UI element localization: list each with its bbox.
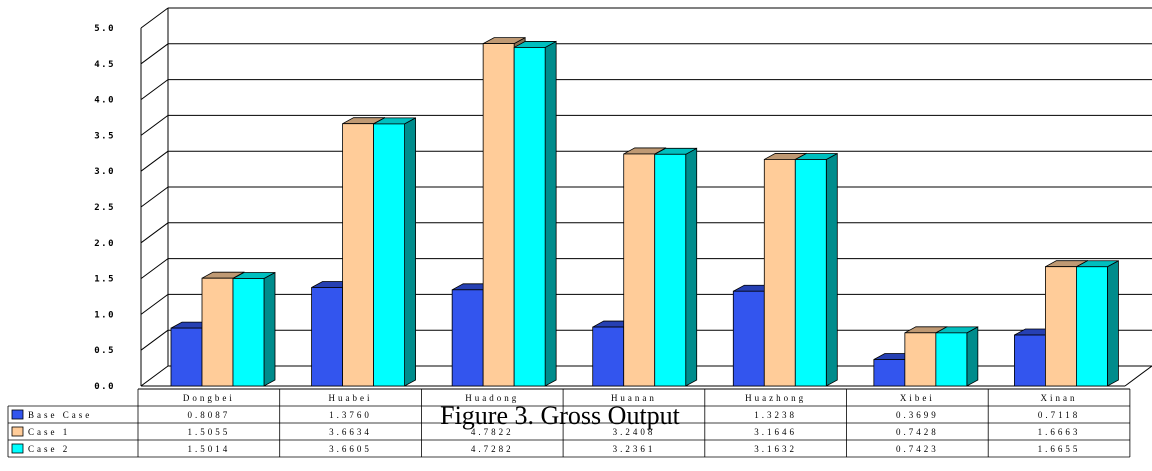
table-cell: 1.3238 (754, 410, 797, 420)
gridline-diagonal (140, 186, 169, 208)
bar-side (966, 326, 979, 387)
bar-side (825, 152, 838, 387)
bar-side (544, 40, 557, 387)
bar-front (763, 159, 796, 387)
table-cell: 1.3760 (329, 410, 372, 420)
y-tick-label: 5.0 (94, 24, 115, 34)
y-tick-label: 1.0 (94, 310, 115, 320)
bar-side (263, 271, 276, 387)
table-cell: 0.7118 (1038, 410, 1080, 420)
bar-front (904, 332, 937, 387)
table-cell: 0.8087 (187, 410, 230, 420)
table-cell: 1.6655 (1038, 444, 1081, 454)
bar-front (935, 332, 968, 387)
x-tick-label: Xibei (900, 393, 935, 403)
bar-front (1076, 266, 1108, 387)
x-tick-label: Xinan (1041, 393, 1078, 403)
y-tick-label: 2.5 (94, 203, 115, 213)
bar-front (623, 153, 656, 387)
y-tick-label: 4.5 (94, 60, 115, 70)
gridline-diagonal (140, 365, 169, 387)
table-cell: 1.5055 (187, 427, 230, 437)
gridline-diagonal (140, 43, 169, 65)
table-cell: 1.6663 (1038, 427, 1081, 437)
legend-label: Case 2 (28, 444, 70, 454)
table-cell: 3.1646 (754, 427, 797, 437)
table-cell: 3.6605 (329, 444, 372, 454)
bar-front (482, 43, 515, 387)
bar-side (404, 117, 416, 387)
bar (1076, 260, 1119, 387)
table-cell: 3.1632 (754, 444, 797, 454)
bar-front (451, 289, 484, 387)
table-cell: 1.5014 (187, 444, 230, 454)
bar (794, 152, 838, 387)
table-cell: 0.7423 (896, 444, 939, 454)
x-tick-label: Huadong (465, 393, 519, 403)
y-tick-label: 0.5 (94, 346, 115, 356)
y-tick-label: 2.0 (94, 239, 115, 249)
gridline-diagonal (140, 222, 169, 244)
bar-front (170, 327, 203, 387)
data-table: Dongbei Huabei Huadong Huanan Huazhong Xibei X… (7, 388, 1131, 458)
bar-front (592, 326, 625, 387)
x-tick-label: Huabei (329, 393, 373, 403)
gridline-diagonal (140, 258, 169, 280)
y-tick-label: 0.0 (94, 382, 115, 392)
bar-front (513, 47, 546, 387)
table-cell: 0.3699 (896, 410, 939, 420)
y-tick-label: 1.5 (94, 275, 115, 285)
gridline-diagonal (140, 79, 169, 101)
bar-front (1014, 334, 1046, 387)
floor-right-edge (1124, 365, 1152, 387)
y-tick-labels: 0.0 0.5 1.0 1.5 2.0 2.5 3.0 3.5 4.0 4.5 5.0 (94, 24, 115, 392)
chart-title: Figure 3. Gross Output (440, 401, 681, 430)
bar (232, 271, 276, 387)
x-tick-label: Huanan (611, 393, 657, 403)
bar-front (201, 277, 234, 387)
table-cell: 4.7282 (471, 444, 514, 454)
legend-swatch (11, 426, 24, 437)
bars (170, 36, 1119, 387)
bar (935, 326, 979, 387)
legend-swatch (11, 409, 24, 420)
bar-front (373, 123, 405, 387)
bar-front (232, 278, 265, 387)
bar-side (1107, 260, 1119, 387)
table-cell: 3.2361 (613, 444, 656, 454)
bar-front (654, 153, 687, 387)
table-cell: 0.7428 (896, 427, 939, 437)
gridline-diagonal (140, 114, 169, 136)
gridline-diagonal (140, 7, 169, 29)
bar-front (342, 123, 374, 387)
bar-front (311, 287, 343, 387)
bar (513, 40, 557, 387)
y-tick-label: 4.0 (94, 96, 115, 106)
bar-front (794, 159, 827, 387)
table-cell: 3.2408 (613, 427, 656, 437)
bar-front (873, 359, 906, 387)
legend-label: Base Case (28, 410, 92, 420)
bar (373, 117, 416, 387)
bar-front (732, 290, 765, 387)
x-tick-label: Dongbei (183, 393, 235, 403)
table-cell: 4.7822 (471, 427, 514, 437)
gridline-diagonal (140, 329, 169, 351)
y-tick-label: 3.0 (94, 167, 115, 177)
gridline-diagonal (140, 293, 169, 315)
legend-label: Case 1 (28, 427, 70, 437)
bar-side (685, 147, 698, 387)
gridline-diagonal (140, 150, 169, 172)
bar (654, 147, 698, 387)
bar-front (1045, 266, 1077, 387)
x-tick-label: Huazhong (745, 393, 806, 403)
y-tick-label: 3.5 (94, 131, 115, 141)
table-cell: 3.6634 (329, 427, 372, 437)
legend-swatch (11, 443, 24, 454)
